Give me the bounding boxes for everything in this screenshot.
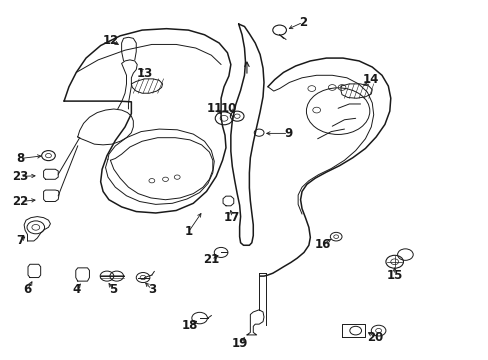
Text: 10: 10 bbox=[220, 102, 237, 115]
Text: 1: 1 bbox=[184, 225, 192, 238]
Text: 5: 5 bbox=[108, 283, 117, 296]
Text: 12: 12 bbox=[102, 33, 118, 47]
Text: 15: 15 bbox=[386, 269, 402, 282]
Text: 19: 19 bbox=[231, 337, 247, 350]
Text: 23: 23 bbox=[12, 170, 28, 183]
Text: 16: 16 bbox=[314, 238, 330, 251]
Text: 18: 18 bbox=[182, 319, 198, 332]
Text: 17: 17 bbox=[224, 211, 240, 224]
Text: 11: 11 bbox=[207, 102, 223, 115]
Text: 4: 4 bbox=[72, 283, 80, 296]
Text: 7: 7 bbox=[16, 234, 24, 247]
Text: 9: 9 bbox=[284, 127, 292, 140]
Text: 3: 3 bbox=[147, 283, 156, 296]
Text: 6: 6 bbox=[23, 283, 32, 296]
Text: 21: 21 bbox=[203, 253, 219, 266]
Text: 22: 22 bbox=[12, 195, 28, 208]
Text: 8: 8 bbox=[16, 152, 24, 165]
Text: 14: 14 bbox=[363, 73, 379, 86]
Text: 13: 13 bbox=[136, 67, 152, 80]
Text: 20: 20 bbox=[366, 330, 383, 343]
Text: 2: 2 bbox=[298, 16, 306, 29]
